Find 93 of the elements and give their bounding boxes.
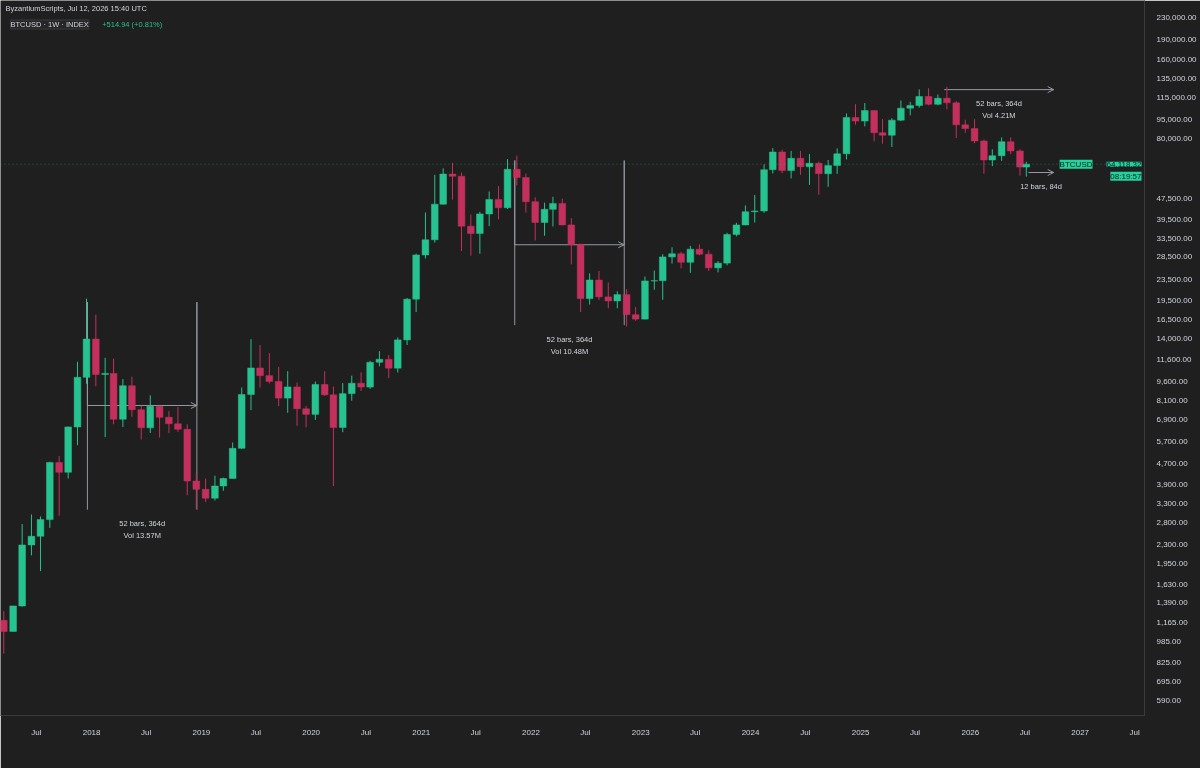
point — [190, 401, 198, 409]
candlestick — [36, 515, 45, 572]
x-tick-label: Jul — [690, 727, 701, 737]
candlestick — [485, 190, 493, 227]
candlestick — [686, 245, 694, 274]
y-tick-label: 9,600.00 — [1156, 376, 1189, 386]
y-tick-label: 33,500.00 — [1156, 233, 1193, 243]
x-tick-label: Jul — [1129, 727, 1140, 737]
x-tick-label: Jul — [360, 727, 372, 737]
x-tick-label: 2024 — [741, 727, 760, 737]
y-tick-label: 80,000.00 — [1156, 134, 1193, 144]
candlestick — [952, 100, 960, 139]
candlestick — [385, 354, 393, 379]
y-tick-label: 28,500.00 — [1156, 252, 1193, 262]
point — [617, 241, 625, 249]
y-tick-label: 95,000.00 — [1156, 114, 1193, 124]
candlestick — [284, 370, 292, 414]
candlestick — [851, 103, 860, 126]
y-tick-label: 695.00 — [1156, 677, 1182, 687]
x-tick-label: Jul — [250, 727, 262, 737]
y-tick-label: 1,165.00 — [1156, 618, 1189, 628]
y-tick-label: 2,300.00 — [1156, 540, 1189, 550]
candlestick — [998, 136, 1006, 162]
candlestick — [586, 272, 594, 306]
x-tick-label: Jul — [580, 727, 591, 737]
candlestick — [275, 366, 283, 407]
ref-line-label: BTCUSD — [1059, 159, 1093, 169]
y-tick-label: 23,500.00 — [1156, 274, 1193, 284]
candlestick — [815, 161, 823, 196]
candlestick — [357, 371, 365, 392]
x-tick-label: 2025 — [851, 727, 871, 737]
candlestick — [494, 185, 503, 220]
candlestick — [751, 194, 759, 224]
x-tick-label: Jul — [800, 727, 811, 737]
y-tick-label: 39,500.00 — [1156, 215, 1193, 225]
candlestick — [101, 357, 109, 438]
x-tick-label: 2020 — [302, 727, 321, 737]
candlestick — [202, 478, 210, 503]
y-tick-label: 3,900.00 — [1156, 480, 1189, 490]
candlestick — [705, 249, 713, 272]
y-tick-label: 1,630.00 — [1156, 579, 1189, 589]
candlestick — [861, 102, 869, 127]
x-tick-label: Jul — [470, 727, 481, 737]
y-tick-label: 47,500.00 — [1156, 193, 1193, 203]
y-tick-label: 14,000.00 — [1156, 333, 1193, 343]
y-tick-label: 3,300.00 — [1156, 499, 1189, 509]
y-tick-label: 985.00 — [1156, 637, 1182, 647]
candlestick — [476, 211, 484, 255]
x-tick-label: Jul — [140, 727, 152, 737]
x-tick-label: Jul — [31, 727, 42, 737]
y-tick-label: 160,000.00 — [1156, 55, 1198, 65]
y-tick-label: 6,900.00 — [1156, 414, 1189, 424]
y-tick-label: 190,000.00 — [1156, 35, 1198, 45]
x-tick-label: 2026 — [961, 727, 980, 737]
y-tick-label: 19,500.00 — [1156, 295, 1193, 305]
candlestick — [155, 405, 164, 439]
x-tick-label: Jul — [1019, 727, 1031, 737]
y-tick-label: 590.00 — [1156, 696, 1182, 706]
annotation: 08:19:57 — [1110, 171, 1143, 181]
point — [1047, 169, 1055, 177]
x-tick-label: Jul — [909, 727, 921, 737]
candlestick — [595, 270, 603, 301]
candlestick — [448, 162, 457, 201]
candlestick — [796, 150, 805, 176]
x-tick-label: 2027 — [1071, 727, 1090, 737]
x-tick-label: 2019 — [192, 727, 211, 737]
x-tick-label: 2018 — [82, 727, 102, 737]
y-tick-label: 4,700.00 — [1156, 458, 1189, 468]
candlestick — [778, 149, 786, 174]
y-tick-label: 115,000.00 — [1156, 92, 1197, 102]
x-tick-label: 2023 — [631, 727, 651, 737]
y-tick-label: 135,000.00 — [1156, 74, 1198, 84]
candlestick — [943, 86, 951, 110]
y-tick-label: 8,100.00 — [1156, 396, 1189, 406]
y-tick-label: 825.00 — [1156, 657, 1182, 667]
annotation: 64,118.32 — [1106, 159, 1143, 169]
y-tick-label: 2,800.00 — [1156, 517, 1189, 527]
point — [1047, 86, 1055, 94]
candlestick — [604, 281, 612, 309]
x-tick-label: 2021 — [412, 727, 431, 737]
y-tick-label: 1,950.00 — [1156, 559, 1189, 569]
candlestick — [55, 455, 63, 517]
candlestick — [0, 610, 8, 655]
candlestick — [787, 150, 795, 179]
y-tick-label: 11,600.00 — [1156, 355, 1193, 365]
candlestick — [146, 394, 154, 434]
y-tick-label: 5,700.00 — [1156, 436, 1189, 446]
candlestick — [805, 153, 814, 186]
y-tick-label: 230,000.00 — [1156, 13, 1198, 23]
candlestick — [668, 246, 676, 265]
y-tick-label: 1,390.00 — [1156, 598, 1189, 608]
y-tick-label: 16,500.00 — [1156, 314, 1193, 324]
x-tick-label: 2022 — [522, 727, 541, 737]
